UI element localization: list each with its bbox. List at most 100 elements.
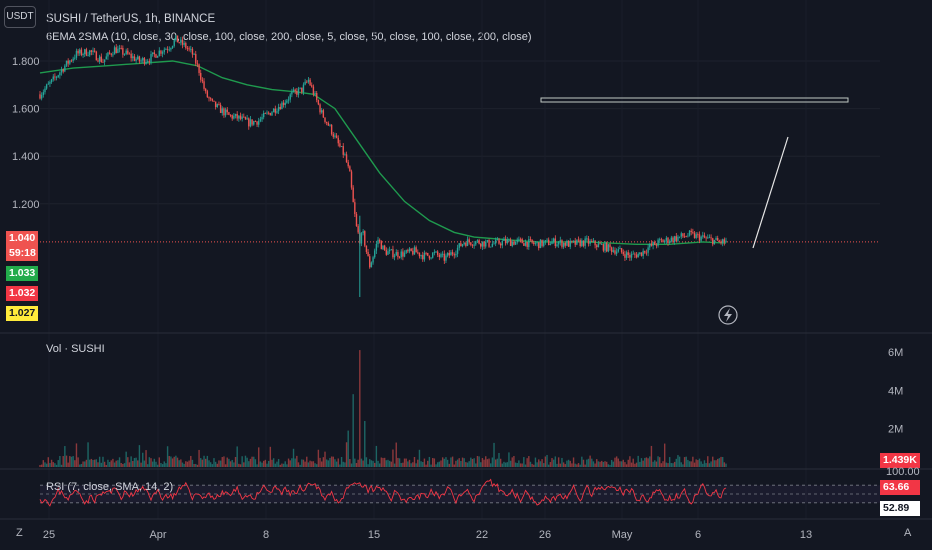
- candle-body: [471, 244, 474, 246]
- volume-bar: [526, 458, 528, 467]
- candle-body: [195, 54, 197, 64]
- candle-body: [481, 241, 484, 247]
- candle-body: [175, 35, 177, 41]
- volume-bar: [59, 455, 61, 467]
- volume-bar: [486, 459, 489, 467]
- volume-bar: [494, 459, 497, 467]
- volume-bar: [654, 460, 656, 467]
- auto-scale-icon[interactable]: A: [904, 527, 912, 539]
- candle-body: [244, 117, 247, 120]
- volume-bar: [153, 458, 156, 467]
- volume-bar: [433, 458, 436, 467]
- candle-body: [564, 242, 566, 246]
- candle-body: [42, 92, 45, 95]
- candle-body: [650, 243, 653, 246]
- rectangle-drawing[interactable]: [540, 97, 849, 103]
- candle-body: [158, 50, 161, 56]
- volume-bar: [277, 459, 280, 467]
- volume-bar: [619, 461, 621, 467]
- volume-bar: [200, 458, 202, 467]
- candle-body: [135, 59, 137, 61]
- candle-body: [418, 252, 421, 257]
- volume-bar: [649, 456, 651, 467]
- rsi-legend[interactable]: RSI (7, close, SMA, 14, 2): [46, 481, 174, 493]
- volume-bar: [188, 460, 190, 467]
- candle-body: [354, 202, 356, 214]
- volume-bar: [196, 464, 199, 467]
- volume-bar: [436, 462, 439, 467]
- volume-legend[interactable]: Vol · SUSHI: [46, 343, 105, 355]
- timezone-z-icon[interactable]: Z: [16, 527, 23, 539]
- volume-bar: [677, 455, 679, 467]
- candle-body: [191, 48, 194, 55]
- volume-bar: [408, 459, 411, 467]
- volume-bar: [147, 464, 149, 467]
- volume-bar: [143, 460, 146, 467]
- candle-body: [205, 88, 207, 92]
- candle-body: [566, 240, 568, 246]
- volume-bar: [663, 443, 666, 467]
- volume-bar: [466, 462, 469, 467]
- price-axis[interactable]: 1.800 1.600 1.400 1.200: [12, 56, 40, 211]
- volume-axis[interactable]: 6M 4M 2M: [888, 347, 903, 436]
- candle-body: [403, 252, 406, 257]
- candle-body: [607, 244, 610, 252]
- candle-body: [634, 253, 636, 255]
- volume-bar: [362, 460, 364, 467]
- candle-body: [473, 244, 475, 246]
- candle-body: [330, 124, 333, 135]
- candle-body: [506, 239, 508, 244]
- volume-bar: [698, 458, 701, 467]
- candle-body: [523, 243, 525, 246]
- indicator-legend[interactable]: 6EMA 2SMA (10, close, 30, close, 100, cl…: [46, 31, 532, 43]
- time-tick-label: 6: [695, 529, 701, 541]
- volume-bar: [238, 463, 240, 467]
- time-axis[interactable]: 25 Apr 8 15 22 26 May 6 13: [43, 529, 812, 541]
- price-tick-label: 1.200: [12, 199, 40, 211]
- volume-bar: [325, 459, 328, 467]
- candle-body: [350, 171, 353, 188]
- candle-body: [609, 244, 611, 248]
- candle-body: [665, 237, 668, 241]
- volume-bar: [195, 463, 197, 467]
- volume-bar: [427, 460, 429, 467]
- volume-bar: [135, 457, 137, 467]
- volume-bar: [682, 464, 684, 467]
- candle-body: [228, 112, 230, 115]
- candle-body: [685, 236, 687, 238]
- volume-bar: [440, 460, 442, 467]
- candle-body: [69, 60, 71, 64]
- candle-body: [528, 239, 530, 247]
- candle-body: [485, 241, 487, 247]
- volume-bar: [448, 463, 450, 467]
- candle-body: [402, 251, 404, 257]
- volume-bar: [470, 457, 472, 467]
- candle-body: [559, 240, 561, 243]
- volume-bar: [673, 461, 676, 467]
- volume-bar: [678, 456, 681, 467]
- candle-body: [408, 248, 411, 252]
- volume-bar: [385, 460, 388, 467]
- candle-body: [378, 239, 381, 242]
- candle-body: [486, 239, 489, 242]
- trend-line-drawing[interactable]: [752, 136, 789, 249]
- candle-body: [617, 249, 619, 252]
- candle-body: [229, 114, 232, 116]
- lightning-icon[interactable]: [718, 305, 738, 325]
- candle-body: [586, 238, 588, 240]
- volume-bar: [412, 462, 414, 467]
- candle-body: [89, 50, 91, 56]
- volume-bar: [378, 463, 381, 467]
- volume-bar: [317, 449, 320, 467]
- volume-bar: [44, 462, 46, 467]
- candle-body: [592, 240, 595, 242]
- currency-button[interactable]: USDT: [4, 6, 36, 28]
- symbol-legend[interactable]: SUSHI / TetherUS, 1h, BINANCE: [46, 13, 216, 25]
- candle-body: [683, 236, 686, 238]
- candle-body: [306, 81, 308, 83]
- candle-body: [339, 143, 341, 147]
- volume-bar: [108, 462, 111, 467]
- time-tick-label: 8: [263, 529, 269, 541]
- candle-body: [147, 61, 149, 63]
